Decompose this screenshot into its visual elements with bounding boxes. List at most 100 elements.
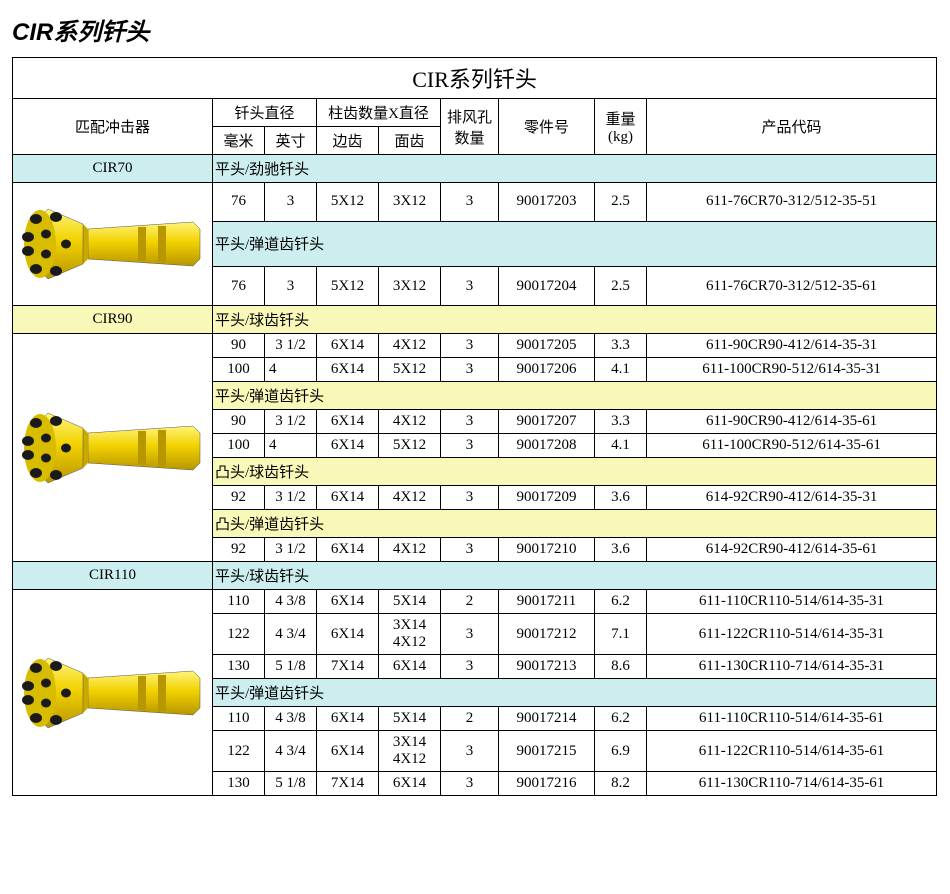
- cell-code: 611-76CR70-312/512-35-61: [647, 267, 937, 306]
- cell-inch: 3: [265, 183, 317, 222]
- cell-weight: 2.5: [595, 267, 647, 306]
- spec-table: CIR系列钎头匹配冲击器钎头直径柱齿数量X直径排风孔数量零件号重量(kg)产品代…: [12, 57, 937, 796]
- cell-part: 90017206: [499, 358, 595, 382]
- section-label: 平头/球齿钎头: [213, 562, 937, 590]
- cell-holes: 3: [441, 358, 499, 382]
- cell-inch: 3 1/2: [265, 486, 317, 510]
- page-title: CIR系列钎头: [12, 12, 938, 47]
- section-label: 平头/弹道齿钎头: [213, 382, 937, 410]
- cell-code: 611-110CR110-514/614-35-31: [647, 590, 937, 614]
- cell-side: 6X14: [317, 590, 379, 614]
- cell-side: 5X12: [317, 267, 379, 306]
- cell-side: 6X14: [317, 358, 379, 382]
- cell-side: 5X12: [317, 183, 379, 222]
- cell-part: 90017203: [499, 183, 595, 222]
- cell-inch: 4 3/4: [265, 731, 317, 772]
- cell-inch: 4: [265, 434, 317, 458]
- cell-face: 5X14: [379, 590, 441, 614]
- header-diameter: 钎头直径: [213, 99, 317, 127]
- group-name: CIR110: [13, 562, 213, 590]
- cell-code: 611-130CR110-714/614-35-31: [647, 655, 937, 679]
- cell-inch: 3 1/2: [265, 538, 317, 562]
- header-holes: 排风孔数量: [441, 99, 499, 155]
- cell-holes: 3: [441, 434, 499, 458]
- product-image: [13, 590, 213, 796]
- section-label: 平头/球齿钎头: [213, 306, 937, 334]
- cell-weight: 3.3: [595, 410, 647, 434]
- cell-mm: 100: [213, 358, 265, 382]
- cell-side: 7X14: [317, 772, 379, 796]
- cell-face: 3X12: [379, 267, 441, 306]
- cell-part: 90017211: [499, 590, 595, 614]
- cell-mm: 76: [213, 267, 265, 306]
- cell-code: 611-100CR90-512/614-35-61: [647, 434, 937, 458]
- cell-mm: 130: [213, 772, 265, 796]
- cell-inch: 3 1/2: [265, 334, 317, 358]
- cell-part: 90017216: [499, 772, 595, 796]
- cell-part: 90017209: [499, 486, 595, 510]
- cell-weight: 4.1: [595, 358, 647, 382]
- cell-holes: 2: [441, 590, 499, 614]
- cell-weight: 2.5: [595, 183, 647, 222]
- cell-holes: 3: [441, 614, 499, 655]
- cell-face: 4X12: [379, 410, 441, 434]
- cell-part: 90017213: [499, 655, 595, 679]
- cell-side: 6X14: [317, 538, 379, 562]
- section-label: 凸头/弹道齿钎头: [213, 510, 937, 538]
- header-weight: 重量(kg): [595, 99, 647, 155]
- group-name: CIR70: [13, 155, 213, 183]
- cell-face: 3X12: [379, 183, 441, 222]
- cell-code: 611-110CR110-514/614-35-61: [647, 707, 937, 731]
- cell-part: 90017212: [499, 614, 595, 655]
- cell-mm: 110: [213, 590, 265, 614]
- cell-mm: 92: [213, 486, 265, 510]
- header-side: 边齿: [317, 127, 379, 155]
- cell-part: 90017207: [499, 410, 595, 434]
- cell-code: 611-76CR70-312/512-35-51: [647, 183, 937, 222]
- cell-side: 6X14: [317, 334, 379, 358]
- cell-code: 611-122CR110-514/614-35-31: [647, 614, 937, 655]
- cell-mm: 76: [213, 183, 265, 222]
- section-label: 平头/劲驰钎头: [213, 155, 937, 183]
- cell-weight: 7.1: [595, 614, 647, 655]
- cell-side: 6X14: [317, 614, 379, 655]
- cell-weight: 6.2: [595, 707, 647, 731]
- cell-side: 6X14: [317, 731, 379, 772]
- cell-face: 3X144X12: [379, 731, 441, 772]
- cell-holes: 3: [441, 267, 499, 306]
- cell-inch: 3: [265, 267, 317, 306]
- cell-holes: 3: [441, 538, 499, 562]
- cell-weight: 4.1: [595, 434, 647, 458]
- cell-side: 6X14: [317, 486, 379, 510]
- cell-face: 3X144X12: [379, 614, 441, 655]
- cell-mm: 110: [213, 707, 265, 731]
- header-inch: 英寸: [265, 127, 317, 155]
- cell-mm: 122: [213, 731, 265, 772]
- cell-mm: 122: [213, 614, 265, 655]
- header-face: 面齿: [379, 127, 441, 155]
- header-impactor: 匹配冲击器: [13, 99, 213, 155]
- header-mm: 毫米: [213, 127, 265, 155]
- cell-weight: 3.6: [595, 486, 647, 510]
- cell-code: 611-122CR110-514/614-35-61: [647, 731, 937, 772]
- cell-weight: 8.2: [595, 772, 647, 796]
- cell-holes: 3: [441, 486, 499, 510]
- cell-weight: 6.9: [595, 731, 647, 772]
- cell-part: 90017204: [499, 267, 595, 306]
- cell-mm: 130: [213, 655, 265, 679]
- cell-code: 611-90CR90-412/614-35-61: [647, 410, 937, 434]
- cell-face: 4X12: [379, 486, 441, 510]
- section-label: 平头/弹道齿钎头: [213, 679, 937, 707]
- cell-side: 7X14: [317, 655, 379, 679]
- cell-code: 614-92CR90-412/614-35-31: [647, 486, 937, 510]
- header-code: 产品代码: [647, 99, 937, 155]
- header-buttons: 柱齿数量X直径: [317, 99, 441, 127]
- cell-code: 611-100CR90-512/614-35-31: [647, 358, 937, 382]
- cell-holes: 3: [441, 731, 499, 772]
- cell-inch: 3 1/2: [265, 410, 317, 434]
- cell-inch: 5 1/8: [265, 772, 317, 796]
- cell-mm: 90: [213, 410, 265, 434]
- cell-side: 6X14: [317, 434, 379, 458]
- cell-face: 5X12: [379, 434, 441, 458]
- cell-part: 90017208: [499, 434, 595, 458]
